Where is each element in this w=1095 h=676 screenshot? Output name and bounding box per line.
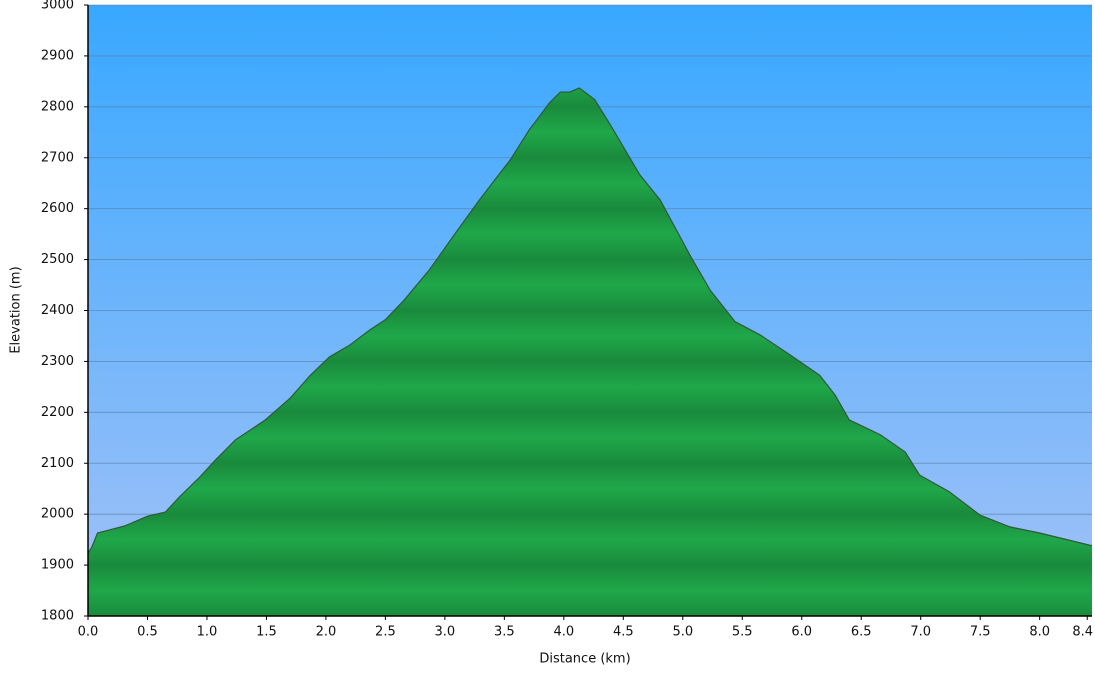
y-tick-label: 2700 xyxy=(41,150,74,165)
plot xyxy=(87,4,1093,617)
x-tick-label: 7.5 xyxy=(970,625,991,640)
x-tick-label: 3.5 xyxy=(494,625,515,640)
x-tick-label: 4.0 xyxy=(553,625,574,640)
x-tick-label: 3.0 xyxy=(435,625,456,640)
y-axis-title: Elevation (m) xyxy=(9,266,24,353)
x-tick-label: 5.5 xyxy=(732,625,753,640)
y-tick-label: 2900 xyxy=(41,48,74,63)
x-tick-label: 2.0 xyxy=(316,625,337,640)
x-tick-label: 8.4 xyxy=(1072,625,1093,640)
y-tick-label: 2100 xyxy=(41,456,74,471)
x-tick-label: 1.5 xyxy=(256,625,277,640)
x-tick-label: 0.0 xyxy=(78,625,99,640)
y-tick-label: 2200 xyxy=(41,405,74,420)
x-tick-label: 8.0 xyxy=(1029,625,1050,640)
y-tick-label: 2300 xyxy=(41,354,74,369)
x-tick-label: 6.0 xyxy=(791,625,812,640)
x-tick-label: 0.5 xyxy=(137,625,158,640)
x-tick-label: 1.0 xyxy=(197,625,218,640)
y-tick-label: 2800 xyxy=(41,99,74,114)
area-outline xyxy=(87,87,1093,554)
area-fill xyxy=(88,87,1092,617)
x-tick-label: 2.5 xyxy=(375,625,396,640)
x-axis-title: Distance (km) xyxy=(539,652,630,667)
x-tick-label: 5.0 xyxy=(672,625,693,640)
x-tick-label: 6.5 xyxy=(851,625,872,640)
y-tick-label: 1800 xyxy=(41,609,74,624)
y-tick-label: 1900 xyxy=(41,558,74,573)
y-tick-label: 2000 xyxy=(41,507,74,522)
y-tick-label: 2500 xyxy=(41,252,74,267)
y-tick-label: 2600 xyxy=(41,201,74,216)
y-tick-label: 2400 xyxy=(41,303,74,318)
y-tick-label: 3000 xyxy=(41,0,74,13)
x-tick-label: 4.5 xyxy=(613,625,634,640)
x-tick-label: 7.0 xyxy=(910,625,931,640)
